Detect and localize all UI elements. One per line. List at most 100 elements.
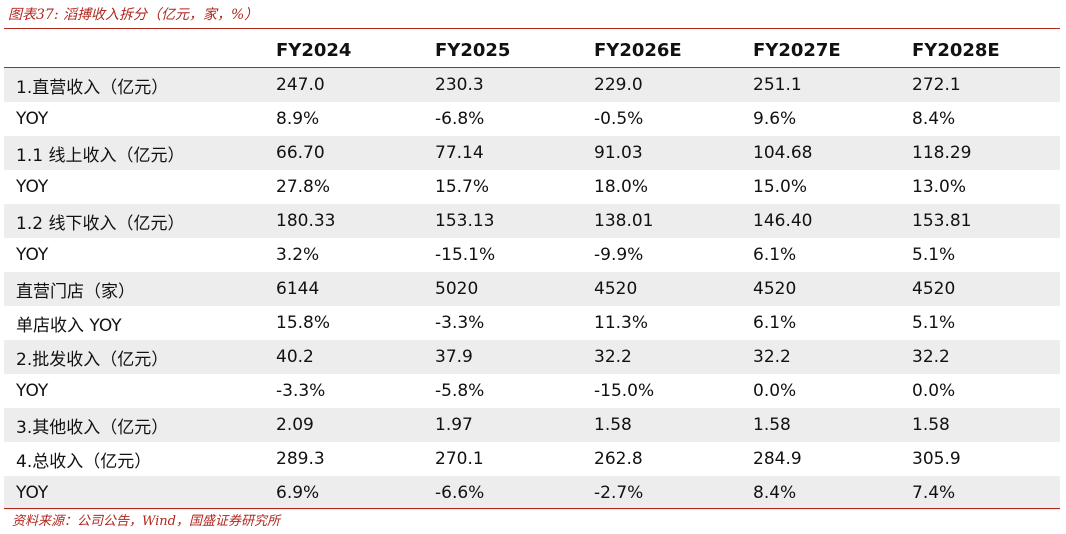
value-cell: 104.68 [741,136,900,170]
value-cell: 146.40 [741,204,900,238]
value-cell: -0.5% [594,109,644,129]
value-cell: -5.8% [435,381,485,401]
value-cell: 18.0% [594,177,649,197]
header-cell-fy2025: FY2025 [423,33,582,68]
row-label: 1.2 线下收入（亿元） [4,204,264,238]
value-cell: 4520 [582,272,741,306]
value-cell: 0.0% [912,381,956,401]
value-cell: 305.9 [912,449,961,469]
value-cell: 5020 [423,272,582,306]
value-cell: 4520 [741,272,900,306]
value-cell: 229.0 [582,67,741,102]
figure-caption: 图表37: 滔搏收入拆分（亿元，家，%） [8,7,259,23]
value-cell: 289.3 [276,449,325,469]
table-row: YOY 3.2% -15.1% -9.9% 6.1% 5.1% [4,238,1060,272]
value-cell: 6.1% [753,245,797,265]
top-divider [4,28,1060,29]
value-cell: -3.3% [276,381,326,401]
value-cell: 77.14 [423,136,582,170]
value-cell: 247.0 [264,67,423,102]
value-cell: 230.3 [423,67,582,102]
value-cell: 7.4% [900,476,1060,510]
value-cell: 3.2% [276,245,320,265]
table-body: 1.直营收入（亿元） 247.0 230.3 229.0 251.1 272.1 YOY 8.… [4,67,1060,510]
value-cell: 8.4% [741,476,900,510]
row-label: 1.直营收入（亿元） [4,67,264,102]
table-row: 4.总收入（亿元） 289.3 270.1 262.8 284.9 305.9 [4,442,1060,476]
value-cell: 284.9 [753,449,802,469]
value-cell: 251.1 [741,67,900,102]
value-cell: 8.4% [912,109,956,129]
value-cell: 0.0% [753,381,797,401]
value-cell: 15.0% [753,177,808,197]
value-cell: 153.81 [900,204,1060,238]
value-cell: 15.8% [276,313,331,333]
value-cell: 13.0% [912,177,967,197]
row-label: YOY [16,245,49,265]
table-row: 3.其他收入（亿元） 2.09 1.97 1.58 1.58 1.58 [4,408,1060,442]
table-row: YOY 8.9% -6.8% -0.5% 9.6% 8.4% [4,102,1060,136]
value-cell: 5.1% [912,313,956,333]
revenue-breakdown-table: FY2024 FY2025 FY2026E FY2027E FY2028E 1.… [4,33,1060,510]
value-cell: 32.2 [741,340,900,374]
header-cell-fy2028e: FY2028E [900,33,1060,68]
table-row: 直营门店（家） 6144 5020 4520 4520 4520 [4,272,1060,306]
value-cell: -6.8% [435,109,485,129]
value-cell: 91.03 [582,136,741,170]
row-label: 2.批发收入（亿元） [4,340,264,374]
source-note: 资料来源：公司公告，Wind，国盛证券研究所 [12,514,280,529]
value-cell: 6144 [264,272,423,306]
row-label: YOY [16,177,49,197]
value-cell: 5.1% [912,245,956,265]
value-cell: 15.7% [435,177,490,197]
table-row: 2.批发收入（亿元） 40.2 37.9 32.2 32.2 32.2 [4,340,1060,374]
row-label: 单店收入 YOY [16,315,122,336]
row-label: YOY [4,476,264,510]
value-cell: 1.58 [900,408,1060,442]
value-cell: 272.1 [900,67,1060,102]
row-label: 1.1 线上收入（亿元） [4,136,264,170]
value-cell: 8.9% [276,109,320,129]
header-cell-label [4,33,264,68]
table-row: 单店收入 YOY 15.8% -3.3% 11.3% 6.1% 5.1% [4,306,1060,340]
table-row: YOY 27.8% 15.7% 18.0% 15.0% 13.0% [4,170,1060,204]
row-label: 3.其他收入（亿元） [4,408,264,442]
header-cell-fy2024: FY2024 [264,33,423,68]
value-cell: 180.33 [264,204,423,238]
row-label: 直营门店（家） [4,272,264,306]
value-cell: 6.9% [264,476,423,510]
value-cell: 2.09 [264,408,423,442]
value-cell: 27.8% [276,177,331,197]
value-cell: 4520 [900,272,1060,306]
value-cell: 6.1% [753,313,797,333]
value-cell: 1.58 [741,408,900,442]
bottom-divider [4,508,1060,509]
value-cell: 1.97 [423,408,582,442]
value-cell: 262.8 [594,449,643,469]
header-cell-fy2026e: FY2026E [582,33,741,68]
value-cell: 153.13 [423,204,582,238]
table-row: YOY 6.9% -6.6% -2.7% 8.4% 7.4% [4,476,1060,510]
header-cell-fy2027e: FY2027E [741,33,900,68]
table-header: FY2024 FY2025 FY2026E FY2027E FY2028E [4,33,1060,68]
value-cell: 1.58 [582,408,741,442]
value-cell: 32.2 [582,340,741,374]
header-row: FY2024 FY2025 FY2026E FY2027E FY2028E [4,33,1060,68]
value-cell: 270.1 [435,449,484,469]
value-cell: -15.0% [594,381,655,401]
value-cell: -6.6% [423,476,582,510]
table-row: 1.2 线下收入（亿元） 180.33 153.13 138.01 146.40 153.… [4,204,1060,238]
value-cell: 9.6% [753,109,797,129]
table-row: YOY -3.3% -5.8% -15.0% 0.0% 0.0% [4,374,1060,408]
row-label: YOY [16,381,49,401]
value-cell: -9.9% [594,245,644,265]
table-row: 1.1 线上收入（亿元） 66.70 77.14 91.03 104.68 118.29 [4,136,1060,170]
value-cell: -2.7% [582,476,741,510]
row-label: YOY [16,109,49,129]
value-cell: 32.2 [900,340,1060,374]
value-cell: -3.3% [435,313,485,333]
value-cell: 11.3% [594,313,649,333]
value-cell: 138.01 [582,204,741,238]
value-cell: 118.29 [900,136,1060,170]
row-label: 4.总收入（亿元） [16,451,152,472]
